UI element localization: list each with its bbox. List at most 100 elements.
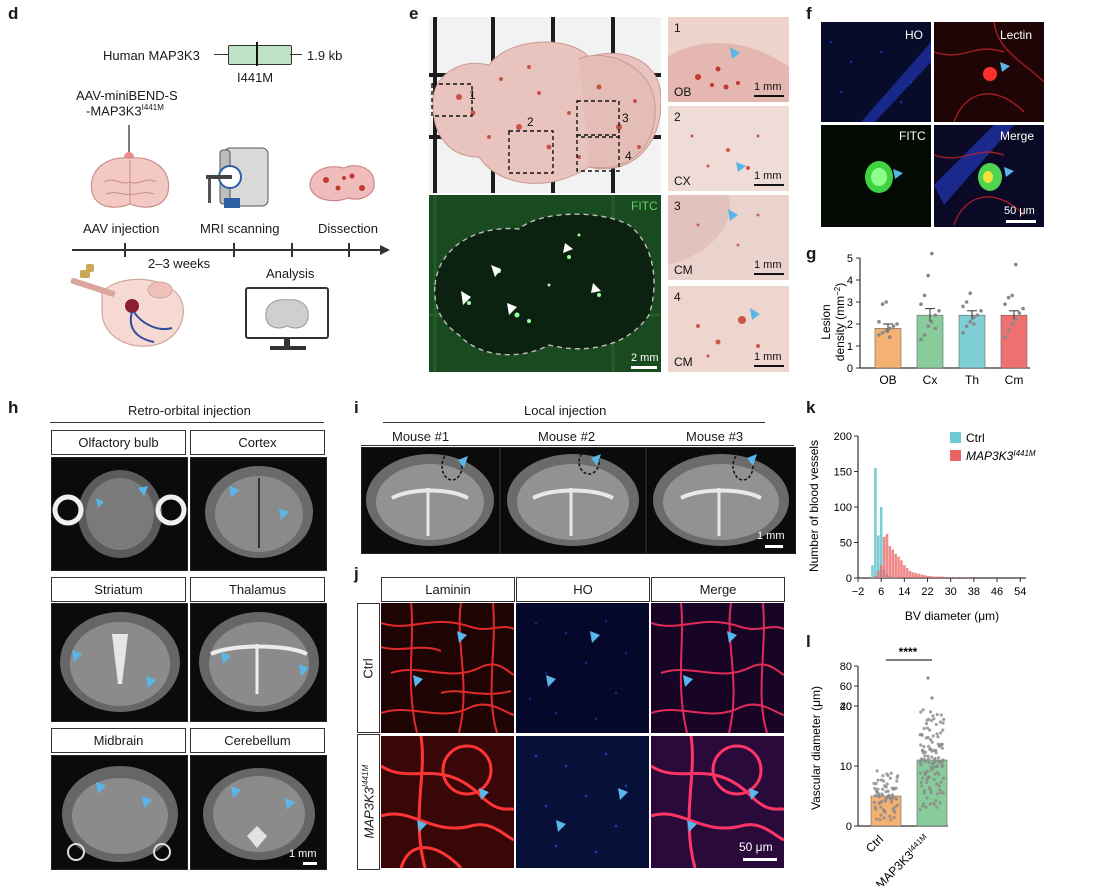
k-bar-mutant: [888, 546, 892, 578]
region-box-cortex: Cortex: [190, 430, 325, 455]
l-data-point: [888, 776, 892, 780]
l-data-point: [938, 720, 942, 724]
g-data-point: [880, 302, 885, 306]
l-ylabel: Vascular diameter (μm): [809, 686, 823, 810]
l-data-point: [935, 782, 939, 786]
laminin-ctrl: [381, 603, 514, 733]
l-data-point: [918, 807, 922, 812]
mouse-label-2: Mouse #2: [538, 429, 596, 444]
k-bar-mutant: [932, 576, 935, 578]
mri-olfactory-bulb: [51, 457, 188, 571]
channel-box-ho: HO: [516, 577, 650, 602]
l-y-tick-label: 80: [840, 661, 852, 673]
analysis-label: Analysis: [266, 266, 315, 281]
inset-number: 1: [674, 21, 681, 35]
l-data-point: [934, 798, 938, 803]
k-bar-mutant: [905, 568, 909, 578]
l-data-point: [924, 736, 928, 740]
merge-mutant: 50 μm: [651, 736, 784, 868]
l-data-point: [925, 796, 929, 800]
laminin-mutant: [381, 736, 514, 868]
k-bar-mutant: [891, 549, 895, 578]
panel-label-l: l: [806, 632, 811, 651]
k-bar-mutant: [894, 553, 897, 578]
k-bar-mutant: [876, 570, 880, 578]
k-x-tick-label: −2: [852, 586, 865, 598]
l-data-point: [877, 792, 881, 796]
k-bar-mutant: [882, 536, 886, 578]
k-bar-mutant: [914, 573, 918, 578]
inset-scale-label: 1 mm: [754, 351, 782, 363]
k-bar-mutant: [966, 577, 970, 578]
l-y-tick-label: 20: [840, 701, 852, 713]
g-data-point: [919, 302, 923, 306]
l-x-tick-label: Ctrl: [863, 832, 886, 855]
l-data-point: [929, 719, 934, 723]
l-data-point: [878, 817, 882, 822]
g-data-point: [968, 291, 972, 295]
g-y-tick-label: 1: [847, 341, 853, 353]
l-data-point: [921, 776, 925, 780]
k-y-tick-label: 150: [834, 467, 852, 479]
i-scale-bar: [765, 545, 783, 548]
l-data-point: [874, 782, 878, 786]
l-data-point: [873, 805, 877, 809]
l-data-point: [890, 786, 894, 790]
f-scale-label: 50 μm: [1004, 205, 1035, 217]
k-bar-ctrl: [874, 467, 877, 578]
l-data-point: [923, 750, 928, 754]
mri-mouse-1: [361, 447, 500, 554]
channel-box-merge: Merge: [651, 577, 785, 602]
region-number-1: 1: [469, 88, 476, 102]
timeline-arrow-icon: [380, 245, 390, 255]
g-data-point: [888, 326, 892, 331]
k-bar-mutant: [923, 575, 926, 578]
l-data-point: [920, 732, 924, 737]
l-data-point: [924, 805, 928, 809]
l-data-point: [941, 721, 945, 725]
g-data-point: [1010, 322, 1014, 326]
inset-scale-bar: [754, 273, 784, 275]
g-bar-Th: [958, 314, 986, 369]
g-data-point: [1017, 311, 1022, 315]
gene-size: 1.9 kb: [307, 48, 343, 63]
l-data-point: [895, 779, 899, 783]
panel-label-e: e: [409, 4, 419, 23]
k-bar-mutant: [943, 577, 947, 578]
microscopy-lectin: Lectin: [934, 22, 1044, 122]
panel-label-d: d: [8, 4, 19, 23]
l-data-point: [931, 734, 935, 738]
l-data-point: [941, 776, 946, 781]
k-bar-mutant: [903, 565, 906, 578]
g-data-point: [964, 300, 969, 304]
l-data-point: [890, 793, 895, 797]
l-data-point: [940, 760, 944, 764]
g-data-point: [1003, 302, 1007, 306]
inset-number: 4: [674, 290, 681, 304]
g-data-point: [933, 326, 938, 331]
vector-name-line2: -MAP3K3I441M: [86, 103, 164, 119]
mutation-label: I441M: [237, 70, 274, 85]
microscopy-ho: HO: [821, 22, 931, 122]
l-data-point: [919, 743, 923, 747]
l-data-point: [928, 802, 932, 806]
k-x-tick-label: 6: [878, 586, 884, 598]
g-data-point: [930, 320, 934, 324]
coronal-brain-icon: [90, 157, 170, 208]
k-bar-mutant: [934, 576, 938, 578]
g-data-point: [964, 324, 969, 328]
k-bar-ctrl: [876, 535, 880, 578]
l-y-tick-label: 60: [840, 681, 852, 693]
g-data-point: [919, 337, 923, 342]
g-data-point: [930, 251, 934, 256]
l-data-point: [894, 797, 899, 801]
l-data-point: [881, 787, 885, 791]
channel-label: HO: [905, 28, 923, 42]
k-bar-ctrl: [879, 507, 883, 578]
l-data-point: [930, 740, 934, 744]
g-data-point: [891, 324, 896, 328]
l-data-point: [928, 710, 933, 714]
l-data-point: [928, 747, 932, 752]
vector-name-line1: AAV-miniBEND-S: [76, 88, 178, 103]
l-data-point: [918, 771, 923, 775]
